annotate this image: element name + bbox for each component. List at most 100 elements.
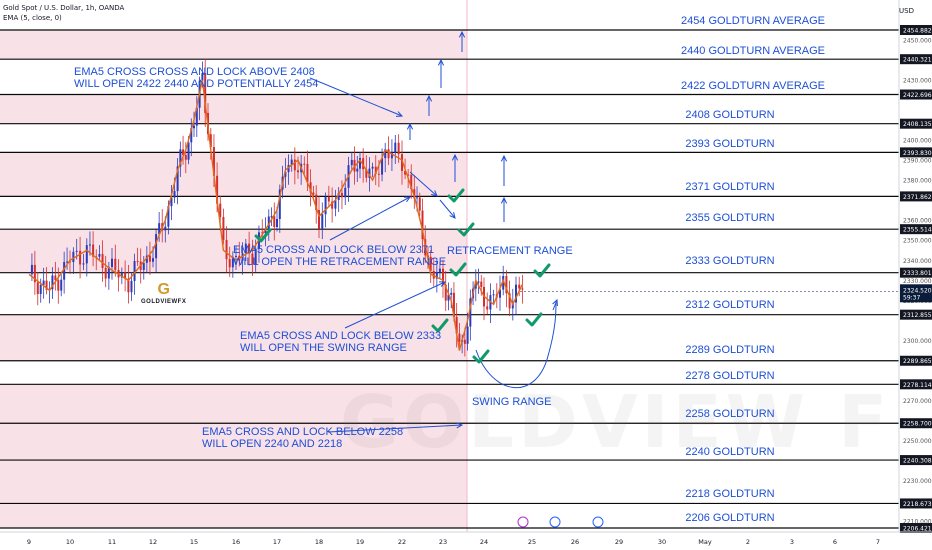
candle <box>384 142 387 173</box>
candle <box>79 236 82 279</box>
annotation-text: WILL OPEN THE RETRACEMENT RANGE <box>233 256 447 268</box>
candle <box>231 251 234 278</box>
candle-body <box>362 158 365 170</box>
candle-body <box>45 280 48 290</box>
candle <box>107 261 110 290</box>
check-mark <box>449 262 467 277</box>
candle <box>155 229 158 273</box>
candle-body <box>390 152 393 159</box>
candle <box>82 254 85 271</box>
level-label: 2408 GOLDTURN <box>685 109 775 121</box>
y-tick-label: 2250.000 <box>903 438 932 445</box>
candle <box>444 270 447 312</box>
candle <box>474 269 477 302</box>
swing-curve <box>475 301 557 388</box>
price-tag-label: 2422.696 <box>903 92 932 99</box>
candle <box>182 135 185 165</box>
candle-body <box>365 169 368 178</box>
candle <box>350 151 353 171</box>
level-label: 2393 GOLDTURN <box>685 138 775 150</box>
candle-body <box>39 284 42 295</box>
candle <box>69 250 71 275</box>
level-label: 2355 GOLDTURN <box>685 212 775 224</box>
level-label: 2440 GOLDTURN AVERAGE <box>680 45 826 57</box>
candle <box>248 231 251 266</box>
candle-body <box>505 275 508 294</box>
candle-body <box>142 262 145 270</box>
candle-body <box>306 163 309 183</box>
candle <box>48 281 51 304</box>
level-label: 2371 GOLDTURN <box>685 181 775 193</box>
price-tag <box>900 418 932 429</box>
candle-body <box>92 244 95 257</box>
arrowhead <box>552 298 558 307</box>
candle <box>136 247 139 267</box>
candle-body <box>158 223 161 235</box>
candle-body <box>231 256 234 268</box>
price-tag-label: 2278.114 <box>903 382 932 389</box>
annotation-text: EMA5 CROSS CROSS AND LOCK ABOVE 2408 <box>74 66 315 78</box>
price-tag-label: 2440.321 <box>903 57 932 64</box>
candle-body <box>356 168 359 172</box>
x-tick-label: 16 <box>232 538 240 546</box>
y-tick-label: 2300.000 <box>903 338 932 345</box>
candle-body <box>290 159 293 165</box>
candle <box>195 96 198 137</box>
x-tick-label: 2 <box>746 538 750 546</box>
candle <box>179 141 182 177</box>
candle-body <box>435 272 438 279</box>
candle <box>334 189 337 217</box>
candle <box>293 147 296 185</box>
candle <box>327 185 330 208</box>
swing-range-label: SWING RANGE <box>472 396 552 408</box>
price-tag <box>900 523 932 533</box>
x-tick-label: 11 <box>108 538 116 546</box>
candle-body <box>127 278 130 293</box>
candle <box>315 185 318 224</box>
candle-body <box>244 243 247 254</box>
candle-body <box>30 264 33 275</box>
candle-body <box>515 284 517 303</box>
down-arrow <box>439 199 456 219</box>
candle <box>421 198 424 254</box>
candle-body <box>222 216 225 240</box>
candle <box>331 187 334 223</box>
zones <box>0 30 467 528</box>
candle-body <box>72 251 75 263</box>
candle <box>270 207 273 227</box>
check-mark <box>525 312 543 327</box>
candle <box>228 246 231 277</box>
candle-body <box>450 292 453 295</box>
candle <box>381 148 384 182</box>
candle <box>483 277 485 321</box>
candle <box>60 274 63 297</box>
candle-body <box>195 107 198 126</box>
candle-body <box>179 149 182 167</box>
price-tag <box>900 118 932 129</box>
candle <box>438 261 441 278</box>
candle-body <box>429 256 432 271</box>
price-tag <box>900 191 932 202</box>
level-label: 2258 GOLDTURN <box>685 408 775 420</box>
check-mark <box>447 188 465 203</box>
candle-body <box>176 166 179 192</box>
candle-body <box>337 192 340 201</box>
candle-body <box>155 234 158 259</box>
callout-arrow <box>309 77 403 117</box>
candle <box>42 267 45 299</box>
candle <box>133 253 136 295</box>
candle-body <box>82 263 85 265</box>
price-tag <box>900 455 932 466</box>
candle <box>264 217 267 247</box>
candle-body <box>145 255 148 263</box>
candle-body <box>170 197 173 207</box>
level-label: 2206 GOLDTURN <box>685 512 775 524</box>
check-mark <box>533 263 551 278</box>
candle <box>290 154 293 172</box>
x-tick-label: 15 <box>190 538 198 546</box>
level-label: 2218 GOLDTURN <box>685 488 775 500</box>
check-marks <box>254 188 551 364</box>
candle <box>492 289 495 305</box>
